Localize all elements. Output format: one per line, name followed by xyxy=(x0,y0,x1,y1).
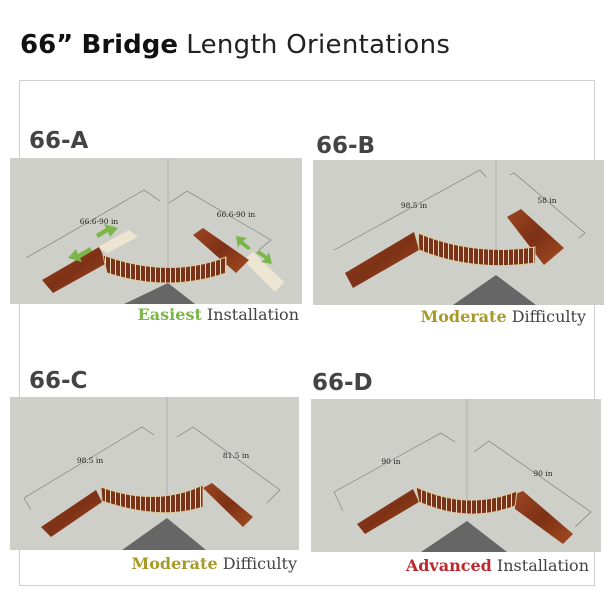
dimension-left: 98.5 in xyxy=(77,456,103,465)
title-rest: Length Orientations xyxy=(186,30,451,60)
dimension-right: 90 in xyxy=(533,469,552,478)
panel-a-label: 66-A xyxy=(29,128,89,154)
ghost-board-left xyxy=(98,230,138,253)
caption-emphasis: Easiest xyxy=(137,305,202,324)
page-title: 66” Bridge Length Orientations xyxy=(20,30,450,60)
board-right xyxy=(193,228,249,273)
caption-emphasis: Moderate xyxy=(420,307,507,326)
panel-b-label: 66-B xyxy=(316,133,376,159)
panel-c-diagram: 98.5 in 81.5 in xyxy=(10,397,299,550)
dimension-left: 98.5 in xyxy=(401,201,427,210)
wall-corner xyxy=(122,518,206,550)
dimension-left: 90 in xyxy=(381,457,400,466)
dimension-right: 81.5 in xyxy=(223,451,249,460)
dimension-left: 66.6-90 in xyxy=(80,217,119,226)
caption-text: Difficulty xyxy=(217,554,297,573)
wall-corner xyxy=(421,521,507,552)
panel-d-diagram: 90 in 90 in xyxy=(311,399,601,552)
board-right xyxy=(507,209,564,265)
wall-corner xyxy=(124,283,195,304)
bridge xyxy=(417,232,536,267)
bridge xyxy=(102,254,227,284)
adjust-arrows xyxy=(68,224,272,264)
dimension-right: 58 in xyxy=(537,196,556,205)
bridge xyxy=(415,486,518,515)
bridge xyxy=(100,484,204,514)
dimension-right: 66.6-90 in xyxy=(217,210,256,219)
board-left xyxy=(345,232,419,288)
panel-d-caption: Advanced Installation xyxy=(380,556,589,575)
panel-b-caption: Moderate Difficulty xyxy=(380,307,587,326)
caption-emphasis: Advanced xyxy=(405,556,492,575)
ghost-board-right xyxy=(243,252,284,292)
panel-a-caption: Easiest Installation xyxy=(100,305,299,324)
panel-b-diagram: 98.5 in 58 in xyxy=(313,160,604,305)
caption-text: Difficulty xyxy=(506,307,586,326)
panel-a-diagram: 66.6-90 in 66.6-90 in xyxy=(10,158,302,304)
board-left xyxy=(357,489,419,534)
wall-corner xyxy=(453,275,536,305)
panel-d-label: 66-D xyxy=(312,370,373,396)
title-size: 66” xyxy=(20,30,74,60)
board-left xyxy=(42,247,107,293)
title-product: Bridge xyxy=(81,30,178,60)
board-right xyxy=(203,483,253,527)
panel-c-label: 66-C xyxy=(29,368,88,394)
caption-emphasis: Moderate xyxy=(131,554,218,573)
frame xyxy=(19,80,595,586)
caption-text: Installation xyxy=(491,556,589,575)
board-right xyxy=(515,491,573,544)
board-left xyxy=(41,490,102,537)
panel-c-caption: Moderate Difficulty xyxy=(100,554,298,573)
caption-text: Installation xyxy=(201,305,299,324)
